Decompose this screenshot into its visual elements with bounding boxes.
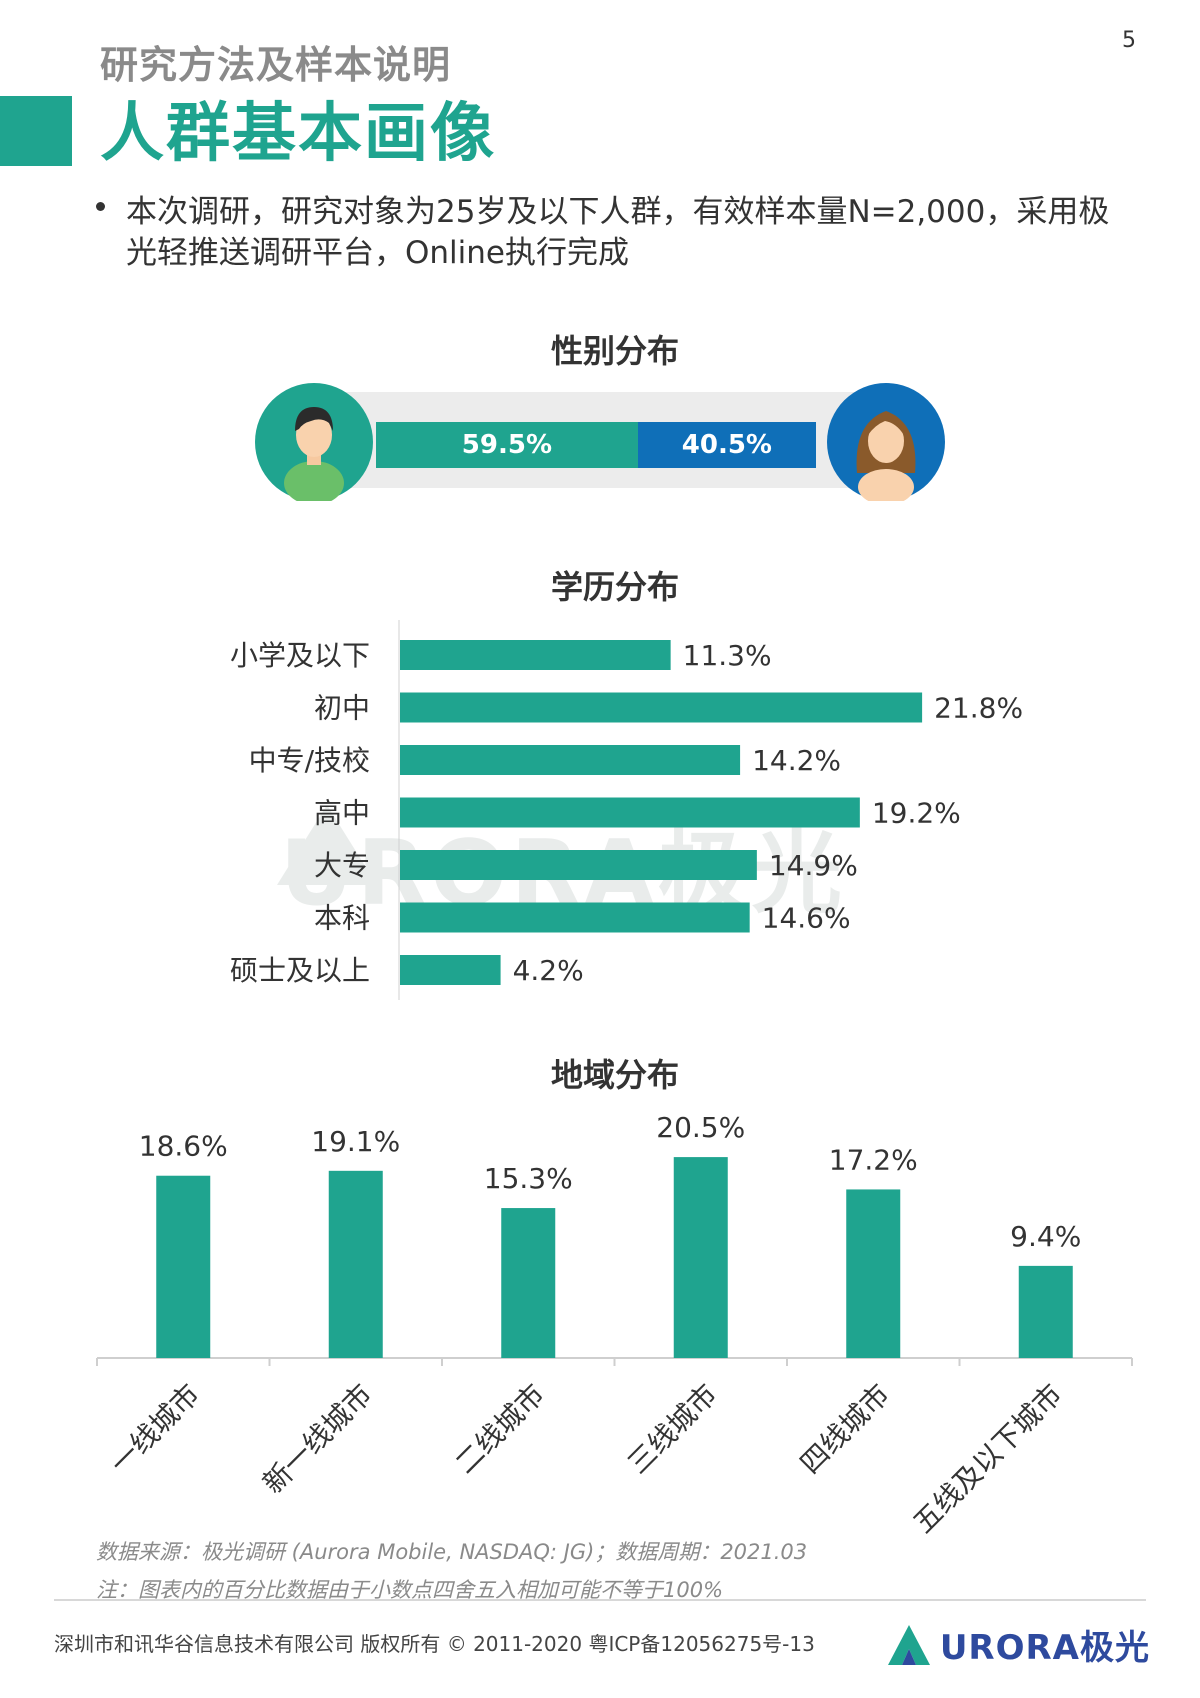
page-number: 5 <box>1122 28 1136 53</box>
region-value-label: 20.5% <box>656 1111 745 1144</box>
education-bar <box>400 692 923 723</box>
education-category-label: 初中 <box>314 692 370 725</box>
region-bar <box>328 1170 383 1358</box>
education-category-label: 高中 <box>314 797 370 830</box>
page-title: 人群基本画像 <box>100 97 496 171</box>
education-value-label: 21.8% <box>934 692 1023 725</box>
education-chart-title: 学历分布 <box>550 568 679 606</box>
region-bar <box>1018 1265 1073 1358</box>
region-value-label: 15.3% <box>484 1162 573 1195</box>
education-value-label: 14.6% <box>762 902 851 935</box>
education-category-label: 中专/技校 <box>249 744 370 777</box>
gender-bar-female: 40.5% <box>637 422 816 468</box>
footnote: 注：图表内的百分比数据由于小数点四舍五入相加可能不等于100% <box>96 1578 724 1602</box>
education-bar <box>400 745 741 775</box>
education-category-label: 大专 <box>314 849 370 882</box>
education-bar <box>400 797 860 828</box>
aurora-logo-icon <box>887 1624 930 1665</box>
region-category-label: 二线城市 <box>449 1378 552 1481</box>
gender-chart-title: 性别分布 <box>550 332 679 370</box>
gender-bar-male: 59.5% <box>376 422 638 468</box>
education-bar <box>400 850 757 880</box>
education-value-label: 19.2% <box>872 797 961 830</box>
region-value-label: 9.4% <box>1010 1220 1081 1253</box>
education-category-label: 本科 <box>314 902 370 935</box>
gender-label-female: 40.5% <box>681 430 772 460</box>
region-bar <box>156 1175 211 1358</box>
footer-logo-text: URORA极光 <box>939 1628 1150 1668</box>
region-chart-title: 地域分布 <box>550 1056 679 1094</box>
education-bar <box>400 955 501 985</box>
education-value-label: 11.3% <box>683 639 772 672</box>
intro-text: 本次调研，研究对象为25岁及以下人群，有效样本量N=2,000，采用极光轻推送调… <box>126 194 1110 271</box>
region-bar <box>673 1157 728 1358</box>
region-bar <box>501 1208 556 1358</box>
footer-logo: URORA极光 <box>886 1620 1150 1669</box>
region-value-label: 17.2% <box>829 1143 918 1176</box>
section-label: 研究方法及样本说明 <box>100 43 452 87</box>
male-avatar-icon <box>255 383 373 505</box>
title-accent-block <box>0 96 72 166</box>
footer-divider <box>54 1599 1146 1601</box>
region-category-label: 四线城市 <box>794 1378 897 1481</box>
education-value-label: 4.2% <box>513 954 584 987</box>
education-chart: 小学及以下 11.3% 初中 21.8% 中专/技校 14.2% 高中 19.2% 大专 14.9… <box>230 620 1023 1000</box>
source-note: 数据来源：极光调研 (Aurora Mobile, NASDAQ: JG)；数据… <box>96 1540 808 1564</box>
gender-label-male: 59.5% <box>461 430 552 460</box>
footer-copyright: 深圳市和讯华谷信息技术有限公司 版权所有 © 2011-2020 粤ICP备12… <box>54 1632 815 1656</box>
education-bar <box>400 902 750 933</box>
region-category-label: 五线及以下城市 <box>907 1378 1069 1540</box>
region-bar <box>846 1189 901 1358</box>
region-category-label: 新一线城市 <box>256 1378 378 1500</box>
female-avatar-icon <box>827 383 945 505</box>
gender-bar: 59.5% 40.5% <box>376 422 816 468</box>
region-value-label: 19.1% <box>311 1125 400 1158</box>
education-value-label: 14.2% <box>752 744 841 777</box>
region-category-label: 三线城市 <box>621 1378 724 1481</box>
watermark-logo-icon <box>277 805 377 885</box>
education-category-label: 小学及以下 <box>230 639 370 672</box>
bullet-dot <box>96 202 105 211</box>
region-value-label: 18.6% <box>139 1130 228 1163</box>
region-chart: 18.6% 一线城市 19.1% 新一线城市 15.3% 二线城市 20.5% 三线城市 17.… <box>96 1111 1133 1540</box>
education-value-label: 14.9% <box>769 849 858 882</box>
region-category-label: 一线城市 <box>104 1378 207 1481</box>
education-category-label: 硕士及以上 <box>230 954 370 987</box>
education-bar <box>400 640 671 670</box>
